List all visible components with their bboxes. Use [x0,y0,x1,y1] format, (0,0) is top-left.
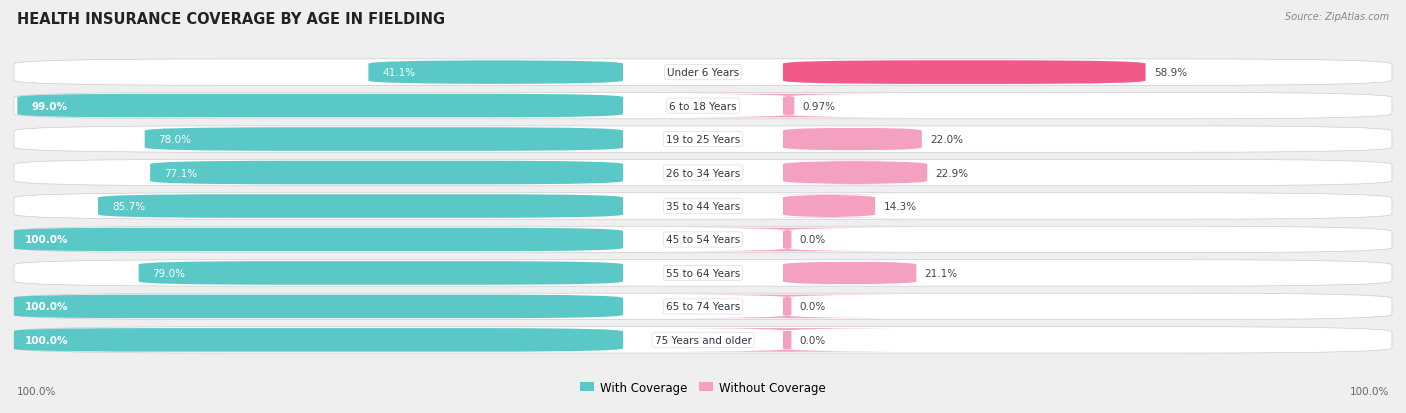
FancyBboxPatch shape [654,228,921,252]
FancyBboxPatch shape [654,328,921,352]
Text: 45 to 54 Years: 45 to 54 Years [666,235,740,245]
FancyBboxPatch shape [14,227,1392,253]
Text: 100.0%: 100.0% [25,235,69,245]
Text: 22.0%: 22.0% [931,135,963,145]
FancyBboxPatch shape [779,261,921,285]
FancyBboxPatch shape [14,294,1392,320]
Text: 22.9%: 22.9% [935,168,969,178]
Text: 79.0%: 79.0% [152,268,186,278]
Text: 0.0%: 0.0% [800,335,825,345]
Legend: With Coverage, Without Coverage: With Coverage, Without Coverage [575,376,831,399]
Text: 19 to 25 Years: 19 to 25 Years [666,135,740,145]
FancyBboxPatch shape [14,60,1392,86]
FancyBboxPatch shape [783,61,1146,85]
FancyBboxPatch shape [150,161,623,185]
FancyBboxPatch shape [14,327,1392,353]
Text: Source: ZipAtlas.com: Source: ZipAtlas.com [1285,12,1389,22]
FancyBboxPatch shape [14,126,1392,153]
FancyBboxPatch shape [14,260,1392,287]
Text: 14.3%: 14.3% [883,202,917,211]
FancyBboxPatch shape [139,261,623,285]
Text: 0.97%: 0.97% [803,101,835,112]
Text: 100.0%: 100.0% [25,335,69,345]
Text: 21.1%: 21.1% [925,268,957,278]
Text: 100.0%: 100.0% [17,387,56,396]
FancyBboxPatch shape [368,61,623,85]
FancyBboxPatch shape [783,128,922,152]
FancyBboxPatch shape [657,95,921,118]
Text: 75 Years and older: 75 Years and older [655,335,751,345]
FancyBboxPatch shape [14,193,1392,220]
Text: 0.0%: 0.0% [800,235,825,245]
Text: 41.1%: 41.1% [382,68,415,78]
Text: HEALTH INSURANCE COVERAGE BY AGE IN FIELDING: HEALTH INSURANCE COVERAGE BY AGE IN FIEL… [17,12,444,27]
Text: 55 to 64 Years: 55 to 64 Years [666,268,740,278]
Text: 100.0%: 100.0% [1350,387,1389,396]
Text: 0.0%: 0.0% [800,301,825,312]
FancyBboxPatch shape [11,295,623,318]
FancyBboxPatch shape [11,328,623,352]
FancyBboxPatch shape [17,95,623,118]
Text: 26 to 34 Years: 26 to 34 Years [666,168,740,178]
FancyBboxPatch shape [737,195,921,218]
Text: 99.0%: 99.0% [31,101,67,112]
FancyBboxPatch shape [783,161,928,185]
Text: 58.9%: 58.9% [1154,68,1187,78]
Text: 35 to 44 Years: 35 to 44 Years [666,202,740,211]
Text: 78.0%: 78.0% [159,135,191,145]
FancyBboxPatch shape [11,228,623,252]
FancyBboxPatch shape [98,195,623,218]
FancyBboxPatch shape [14,93,1392,119]
Text: Under 6 Years: Under 6 Years [666,68,740,78]
Text: 65 to 74 Years: 65 to 74 Years [666,301,740,312]
Text: 100.0%: 100.0% [25,301,69,312]
Text: 6 to 18 Years: 6 to 18 Years [669,101,737,112]
FancyBboxPatch shape [145,128,623,152]
Text: 77.1%: 77.1% [165,168,197,178]
Text: 85.7%: 85.7% [112,202,145,211]
FancyBboxPatch shape [14,160,1392,186]
FancyBboxPatch shape [654,295,921,318]
